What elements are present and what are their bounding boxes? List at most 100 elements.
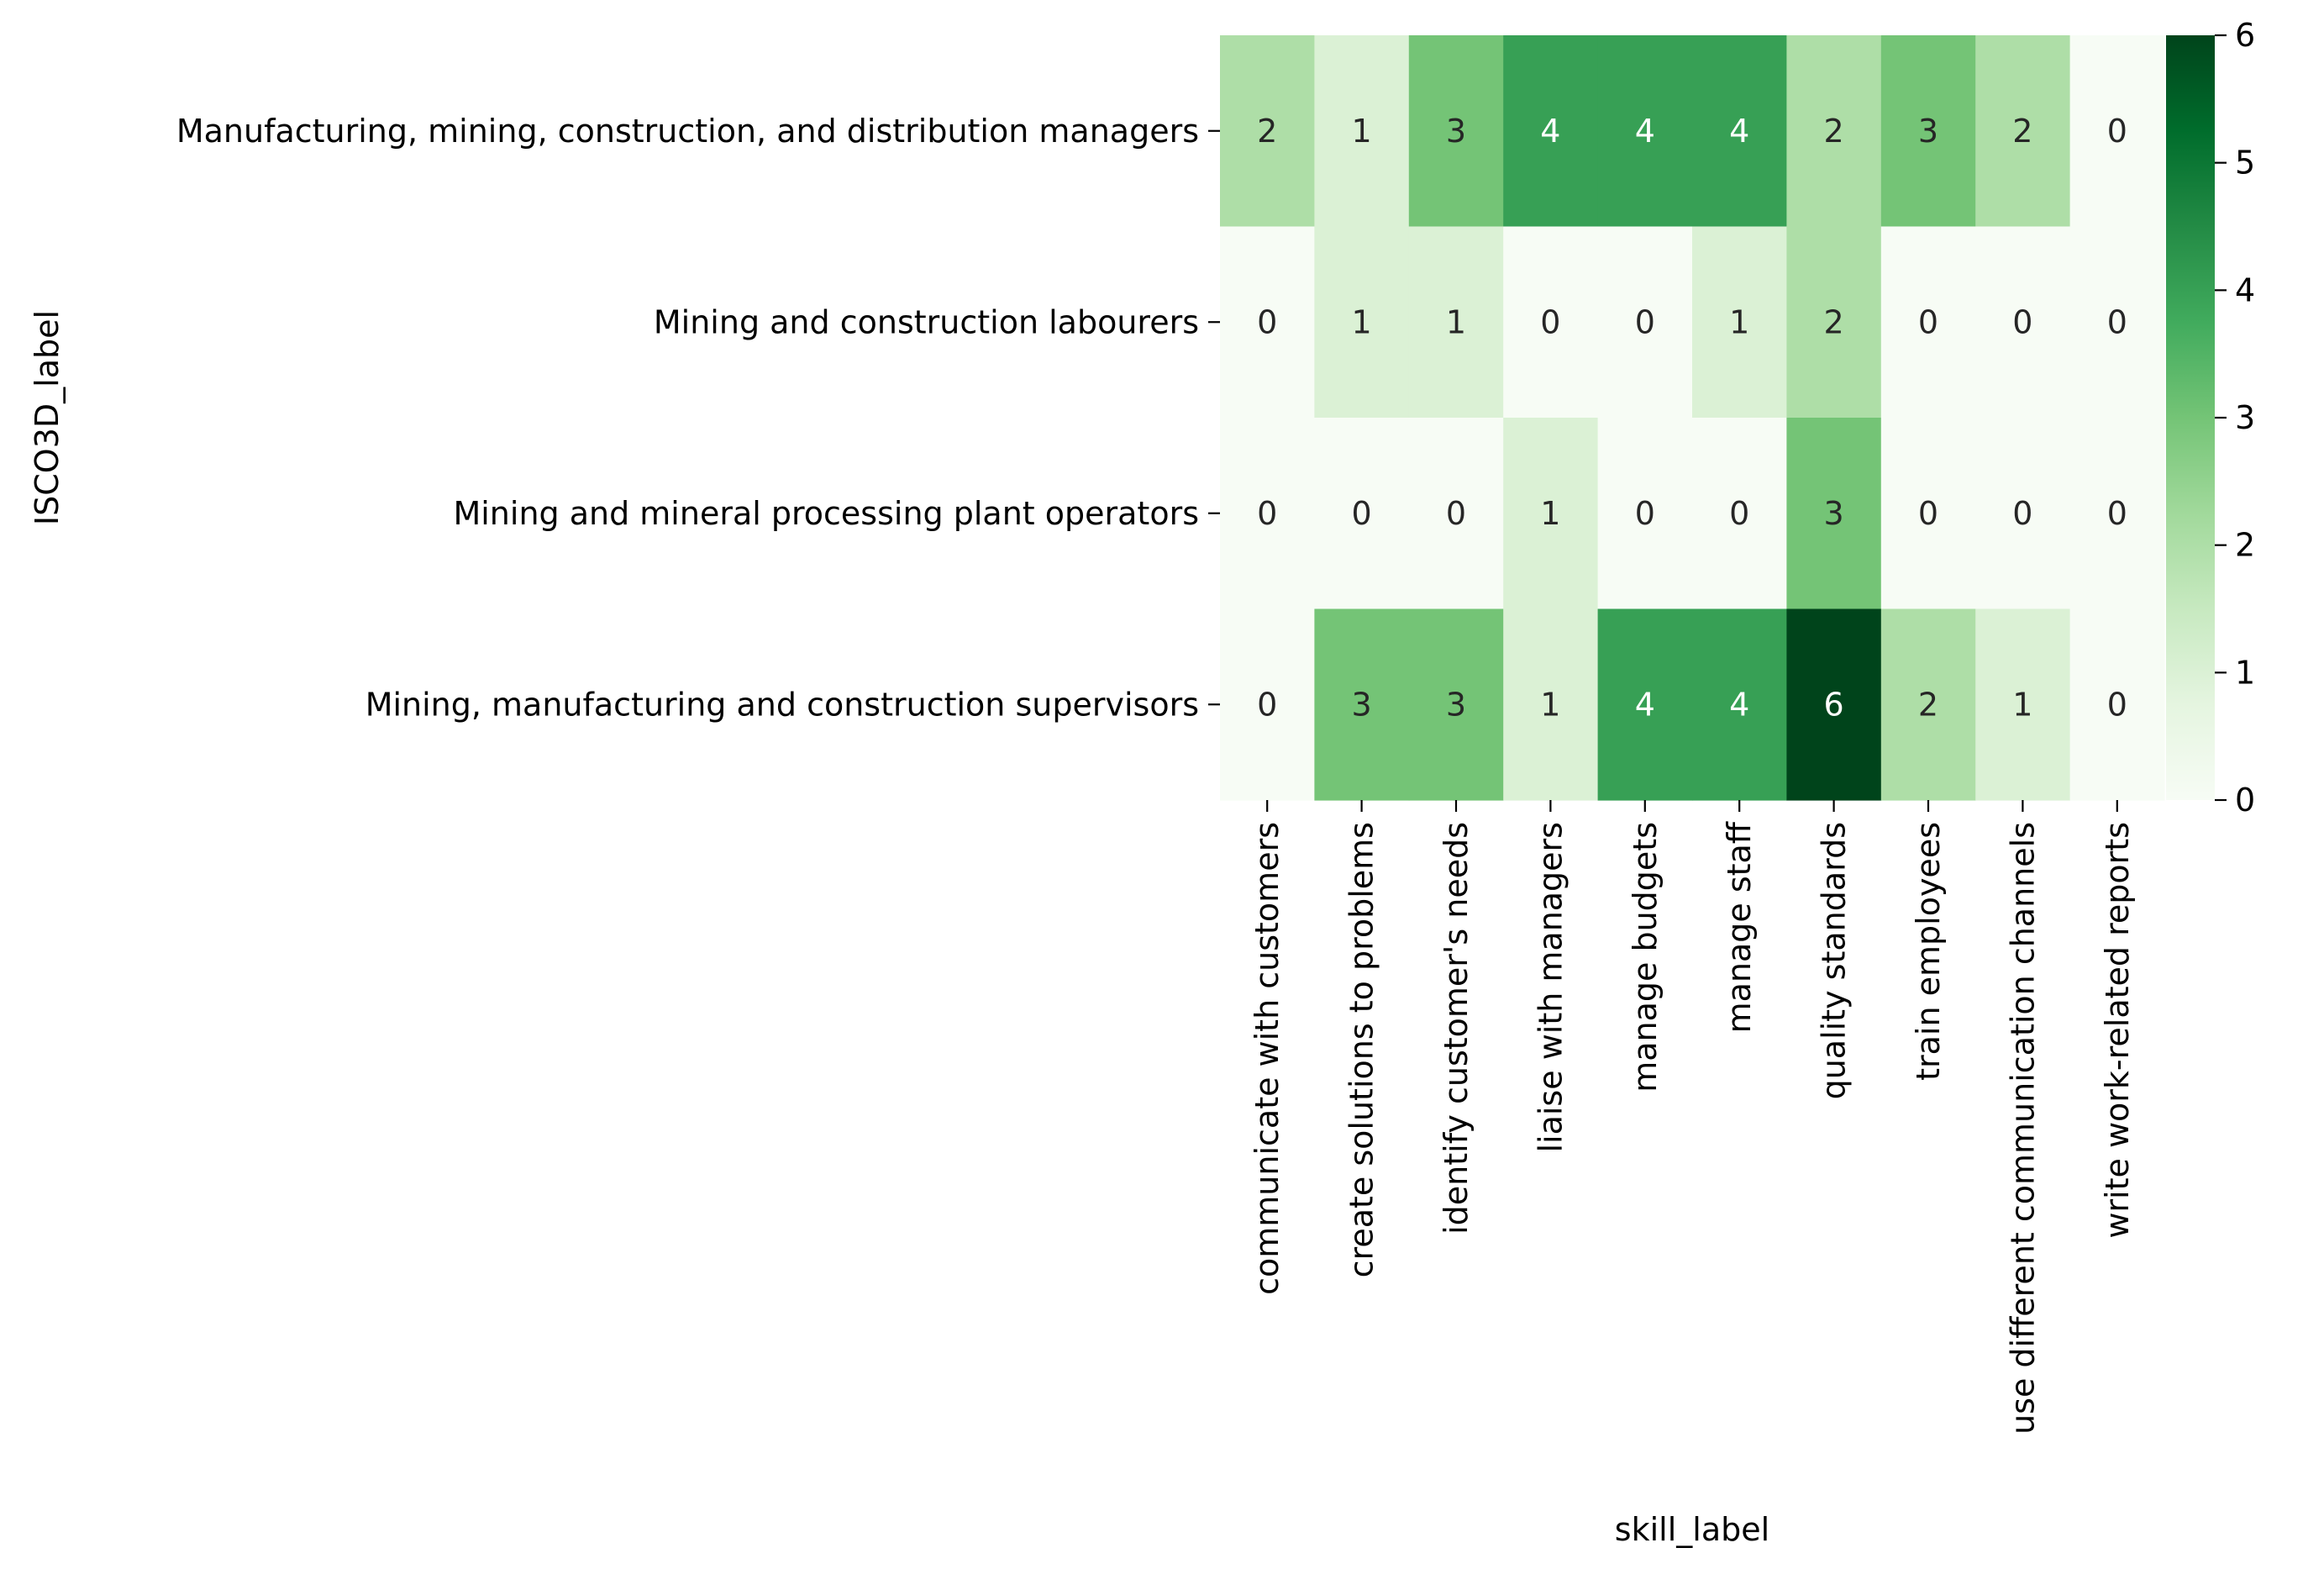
heatmap-cell	[1975, 226, 2071, 419]
heatmap-cell	[1220, 35, 1315, 228]
colorbar-tick-label: 3	[2235, 399, 2255, 436]
cell-value-label: 0	[2012, 495, 2032, 532]
heatmap-cell	[1503, 226, 1599, 419]
heatmap-cell	[1786, 226, 1882, 419]
x-tick-label: liaise with managers	[1532, 822, 1569, 1153]
heatmap-cell	[1597, 35, 1693, 228]
cell-value-label: 6	[1824, 686, 1844, 723]
cell-value-label: 1	[1540, 686, 1560, 723]
cell-value-label: 4	[1635, 113, 1655, 150]
colorbar-tick-label: 5	[2235, 145, 2255, 182]
heatmap-cell	[1786, 418, 1882, 610]
heatmap-cell	[1597, 418, 1693, 610]
heatmap-cell	[1975, 35, 2071, 228]
x-tick-label: quality standards	[1816, 822, 1853, 1099]
cell-value-label: 1	[1729, 303, 1749, 340]
heatmap-cell	[2069, 226, 2165, 419]
cell-value-label: 4	[1635, 686, 1655, 723]
colorbar-tick-label: 2	[2235, 527, 2255, 564]
heatmap-cell	[1975, 608, 2071, 801]
heatmap-cell	[1220, 226, 1315, 419]
heatmap-cell	[1975, 418, 2071, 610]
heatmap-cell	[2069, 418, 2165, 610]
heatmap-cell	[2069, 35, 2165, 228]
cell-value-label: 0	[2012, 303, 2032, 340]
cell-value-label: 3	[1918, 113, 1938, 150]
colorbar-gradient	[2166, 35, 2215, 800]
x-tick-label: manage staff	[1721, 821, 1758, 1033]
heatmap-cell	[1692, 226, 1787, 419]
cell-value-label: 1	[1540, 495, 1560, 532]
cell-value-label: 3	[1824, 495, 1844, 532]
cell-value-label: 2	[1824, 113, 1844, 150]
heatmap-cell	[1314, 35, 1410, 228]
heatmap-cell	[1408, 35, 1504, 228]
heatmap-cell	[1880, 35, 1976, 228]
cell-value-label: 0	[1446, 495, 1466, 532]
colorbar: 0 1 2 3 4 5 6	[2166, 17, 2255, 819]
colorbar-tick-label: 0	[2235, 782, 2255, 819]
cell-value-label: 2	[1918, 686, 1938, 723]
cell-value-label: 1	[1446, 303, 1466, 340]
cell-value-label: 0	[1540, 303, 1560, 340]
heatmap-cell	[1314, 418, 1410, 610]
y-axis: Manufacturing, mining, construction, and…	[176, 113, 1220, 723]
heatmap-cell	[1880, 226, 1976, 419]
cell-value-label: 3	[1352, 686, 1372, 723]
heatmap-cell	[1220, 418, 1315, 610]
cell-value-label: 0	[1635, 495, 1655, 532]
cell-value-label: 2	[1824, 303, 1844, 340]
y-tick-label: Mining and construction labourers	[654, 303, 1199, 340]
colorbar-tick-label: 6	[2235, 17, 2255, 54]
cell-value-label: 2	[1257, 113, 1277, 150]
heatmap-cell	[1408, 608, 1504, 801]
colorbar-tick-label: 1	[2235, 654, 2255, 691]
y-tick-label: Mining and mineral processing plant oper…	[453, 495, 1199, 532]
cell-value-label: 0	[1918, 495, 1938, 532]
x-tick-label: write work-related reports	[2099, 822, 2136, 1239]
cell-value-label: 1	[1352, 303, 1372, 340]
heatmap-cell	[2069, 608, 2165, 801]
x-tick-label: train employees	[1910, 822, 1947, 1081]
cell-value-label: 0	[2107, 686, 2127, 723]
heatmap-cell	[1408, 226, 1504, 419]
heatmap-cell	[1597, 226, 1693, 419]
heatmap-cell	[1692, 35, 1787, 228]
cell-value-label: 0	[1257, 303, 1277, 340]
heatmap-cell	[1314, 608, 1410, 801]
cell-value-label: 4	[1729, 113, 1749, 150]
heatmap-cell	[1503, 35, 1599, 228]
y-tick-label: Mining, manufacturing and construction s…	[365, 686, 1199, 723]
cell-value-label: 0	[2107, 495, 2127, 532]
cell-value-label: 0	[2107, 303, 2127, 340]
cell-value-label: 0	[1729, 495, 1749, 532]
cell-value-label: 0	[1635, 303, 1655, 340]
x-axis-title: skill_label	[1615, 1511, 1769, 1548]
cell-value-label: 0	[2107, 113, 2127, 150]
heatmap-cells	[1220, 35, 2165, 801]
heatmap-cell	[1408, 418, 1504, 610]
heatmap-cell-labels: 2 1 3 4 4 4 2 3 2 0 0 1 1 0 0 1 2 0 0 0 0 0 0 1 0 0 3 0 0 0 0 3 3 1 4 4 6 2 1 0	[1257, 113, 2127, 724]
x-tick-label: use different communication channels	[2004, 822, 2041, 1435]
cell-value-label: 4	[1729, 686, 1749, 723]
heatmap-cell	[1314, 226, 1410, 419]
cell-value-label: 2	[2012, 113, 2032, 150]
cell-value-label: 3	[1446, 113, 1466, 150]
cell-value-label: 0	[1257, 495, 1277, 532]
cell-value-label: 0	[1257, 686, 1277, 723]
cell-value-label: 3	[1446, 686, 1466, 723]
heatmap-cell	[1692, 418, 1787, 610]
heatmap-cell	[1503, 418, 1599, 610]
y-axis-title: ISCO3D_label	[29, 310, 66, 525]
x-tick-label: identify customer's needs	[1438, 822, 1475, 1235]
colorbar-tick-label: 4	[2235, 271, 2255, 308]
heatmap-cell	[1692, 608, 1787, 801]
heatmap-cell	[1880, 418, 1976, 610]
heatmap-cell	[1503, 608, 1599, 801]
x-tick-label: create solutions to problems	[1343, 822, 1380, 1277]
x-tick-label: manage budgets	[1627, 822, 1664, 1093]
heatmap-cell	[1220, 608, 1315, 801]
heatmap-cell	[1786, 608, 1882, 801]
heatmap-cell	[1597, 608, 1693, 801]
